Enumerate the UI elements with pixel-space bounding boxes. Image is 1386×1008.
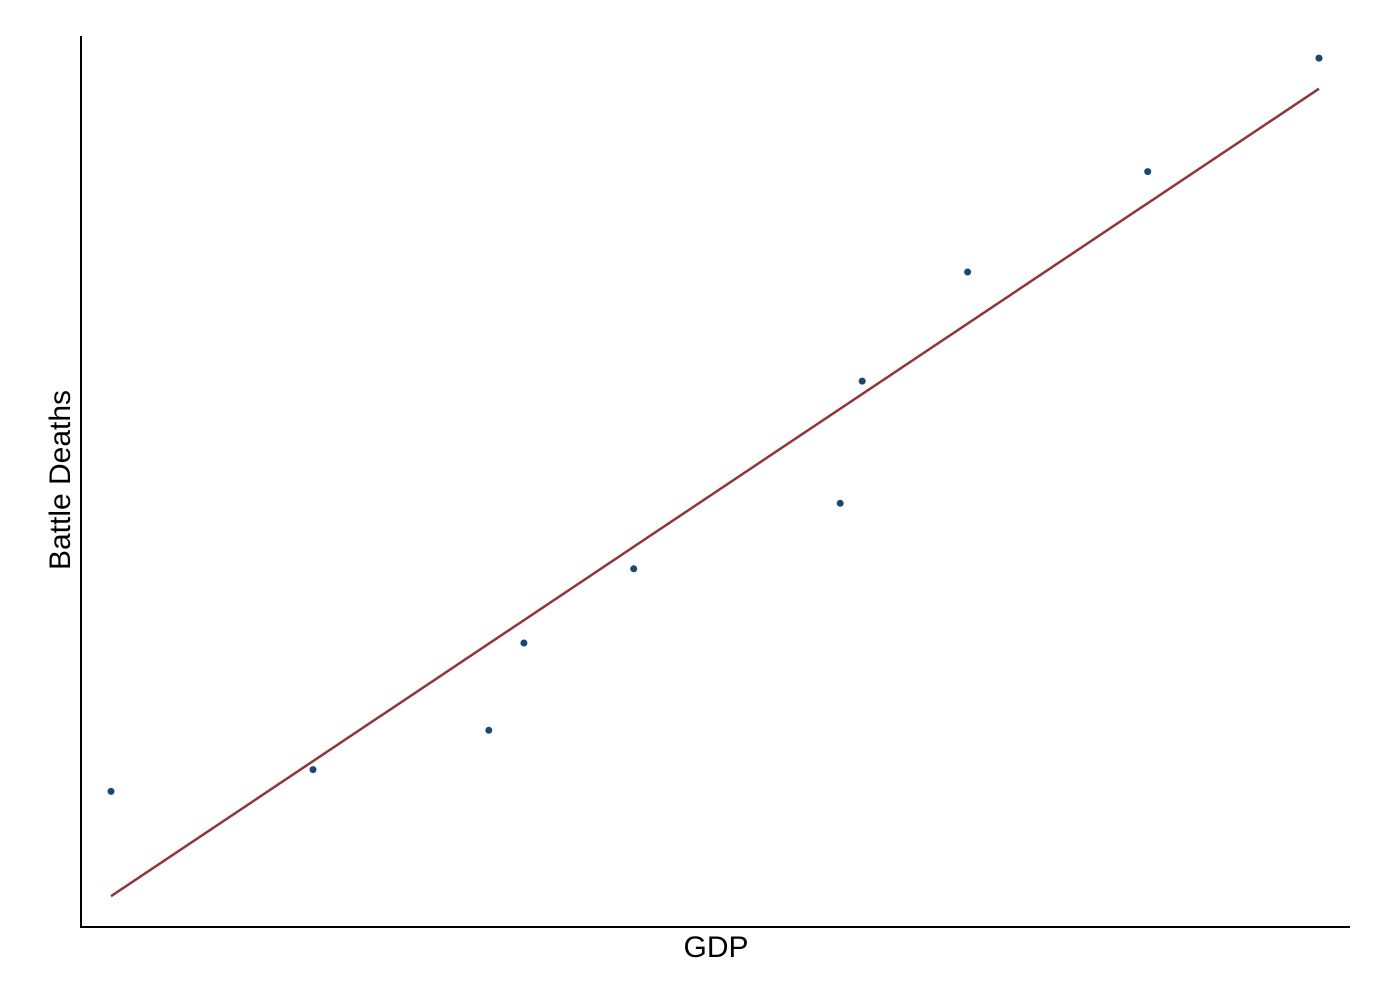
x-axis-title: GDP — [683, 931, 748, 964]
scatter-point — [309, 766, 317, 774]
fitted-line — [110, 87, 1320, 898]
scatter-point — [520, 639, 528, 647]
scatter-point — [1144, 168, 1152, 176]
y-axis-title: Battle Deaths — [44, 390, 77, 570]
scatter-point — [858, 377, 866, 385]
scatter-point — [964, 268, 972, 276]
scatter-point — [630, 565, 638, 573]
scatter-point — [485, 726, 493, 734]
scatter-point — [1315, 54, 1323, 62]
scatter-point — [107, 787, 115, 795]
plot-area — [107, 54, 1323, 898]
scatter-point — [836, 499, 844, 507]
